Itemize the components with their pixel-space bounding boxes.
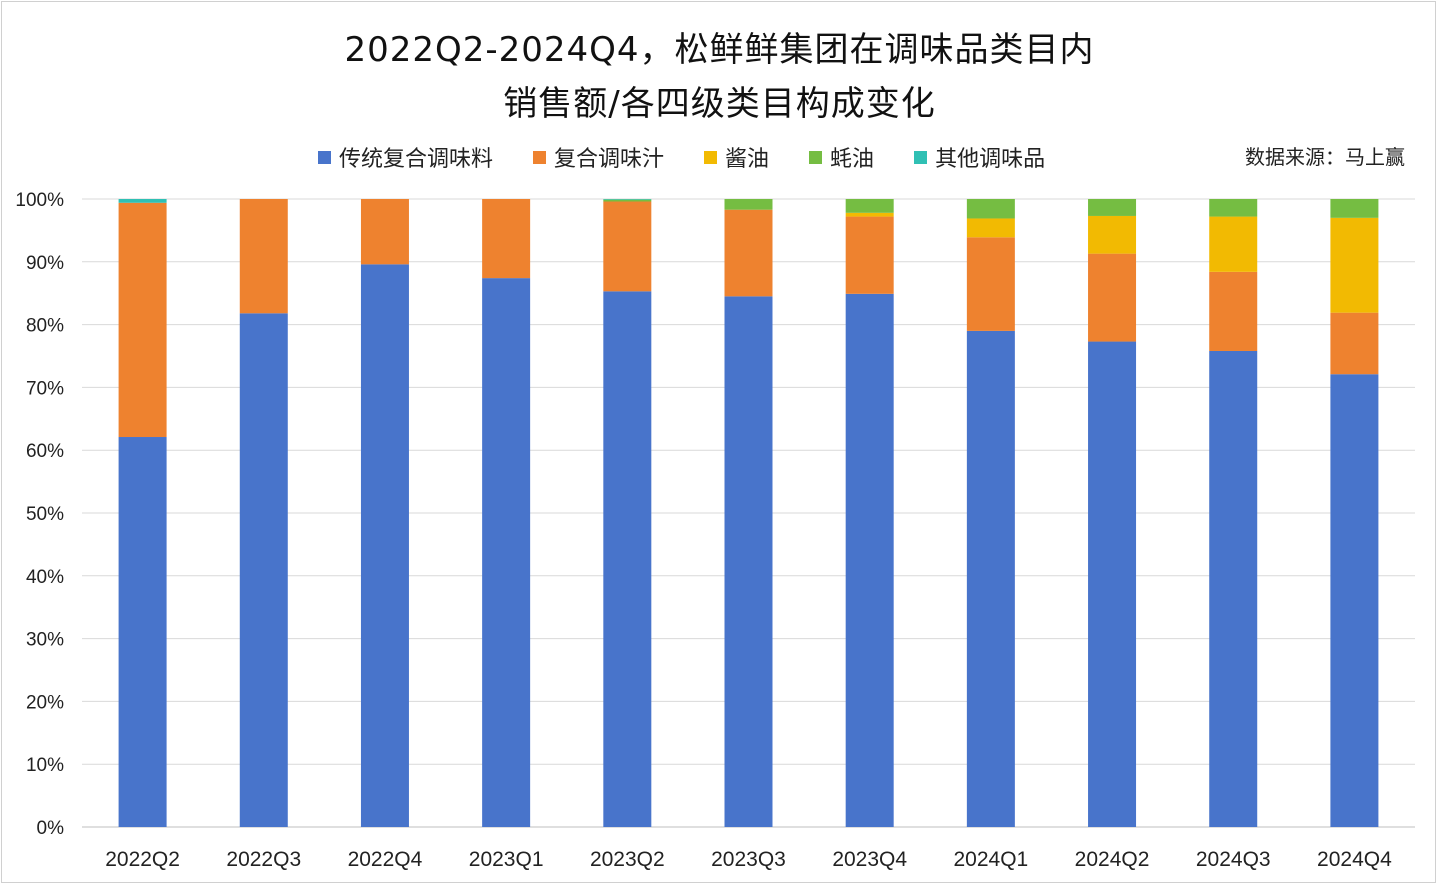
legend-label: 传统复合调味料 — [339, 147, 494, 172]
legend-label: 其他调味品 — [935, 147, 1046, 172]
legend-swatch — [809, 150, 823, 164]
bar-segment — [966, 237, 1015, 331]
bar-segment — [603, 199, 652, 202]
bar-segment — [360, 264, 409, 827]
bar-segment — [118, 199, 167, 203]
bar-segment — [845, 293, 894, 827]
legend-swatch — [914, 150, 928, 164]
legend-label: 酱油 — [725, 147, 770, 172]
bar-segment — [239, 199, 288, 314]
y-tick-label: 20% — [26, 692, 64, 713]
bar-segment — [239, 313, 288, 827]
bar-segment — [1088, 199, 1137, 216]
legend-swatch — [533, 150, 547, 164]
x-tick-label: 2023Q2 — [590, 848, 665, 871]
bar-segment — [966, 330, 1015, 827]
bar-segment — [603, 201, 652, 292]
bar-segment — [360, 199, 409, 265]
y-tick-label: 10% — [26, 755, 64, 776]
bar-segment — [966, 218, 1015, 238]
bar-segment — [1330, 199, 1379, 218]
bar-segment — [1209, 350, 1258, 827]
legend-swatch — [704, 150, 718, 164]
x-tick-label: 2022Q2 — [105, 848, 180, 871]
bar-segment — [1088, 253, 1137, 342]
bar-segment — [482, 199, 531, 279]
bar-segment — [482, 278, 531, 827]
bar-segment — [1209, 271, 1258, 351]
legend-item: 传统复合调味料 — [318, 141, 493, 173]
bar-segment — [724, 209, 773, 297]
legend-label: 复合调味汁 — [554, 147, 665, 172]
bar-segment — [724, 296, 773, 828]
y-tick-label: 80% — [26, 316, 64, 337]
legend-swatch — [318, 150, 331, 164]
x-tick-label: 2024Q2 — [1075, 848, 1150, 871]
bar-segment — [1330, 374, 1379, 827]
bar-segment — [1209, 199, 1258, 217]
y-tick-label: 0% — [37, 818, 65, 839]
bar-segment — [845, 199, 894, 213]
x-tick-label: 2023Q4 — [832, 848, 907, 871]
bar-segment — [966, 199, 1015, 219]
bar-segment — [845, 212, 894, 217]
chart-legend: 传统复合调味料 复合调味汁 酱油 蚝油 其他调味品 — [318, 142, 1085, 172]
x-tick-label: 2024Q3 — [1196, 848, 1271, 871]
legend-item: 蚝油 — [809, 141, 874, 173]
bar-segment — [118, 437, 167, 827]
chart-title-line-1: 2022Q2-2024Q4，松鲜鲜集团在调味品类目内 — [344, 30, 1095, 70]
x-tick-label: 2022Q3 — [226, 848, 301, 871]
x-tick-label: 2024Q1 — [953, 848, 1028, 871]
legend-item: 其他调味品 — [914, 141, 1045, 173]
legend-item: 酱油 — [704, 141, 769, 173]
bar-segment — [1330, 312, 1379, 375]
x-tick-label: 2023Q1 — [469, 848, 544, 871]
y-tick-label: 60% — [26, 441, 64, 462]
data-source-label: 数据来源：马上赢 — [1245, 145, 1405, 169]
legend-label: 蚝油 — [830, 147, 875, 172]
y-tick-label: 30% — [26, 630, 64, 651]
bar-segment — [1209, 216, 1258, 272]
bar-segment — [1088, 341, 1137, 827]
y-tick-label: 90% — [26, 253, 64, 274]
bar-segment — [845, 216, 894, 294]
y-tick-label: 50% — [26, 504, 64, 525]
bar-segment — [603, 199, 652, 200]
y-tick-label: 70% — [26, 378, 64, 399]
bar-segment — [1088, 215, 1137, 254]
y-tick-label: 40% — [26, 567, 64, 588]
x-tick-label: 2022Q4 — [348, 848, 423, 871]
chart-title-line-2: 销售额/各四级类目构成变化 — [503, 84, 936, 124]
bar-segment — [603, 291, 652, 827]
bar-segment — [118, 202, 167, 438]
bar-segment — [724, 199, 773, 210]
x-tick-label: 2024Q4 — [1317, 848, 1392, 871]
x-tick-label: 2023Q3 — [711, 848, 786, 871]
bar-segment — [1330, 217, 1379, 313]
legend-item: 复合调味汁 — [533, 141, 664, 173]
y-tick-label: 100% — [15, 190, 64, 211]
